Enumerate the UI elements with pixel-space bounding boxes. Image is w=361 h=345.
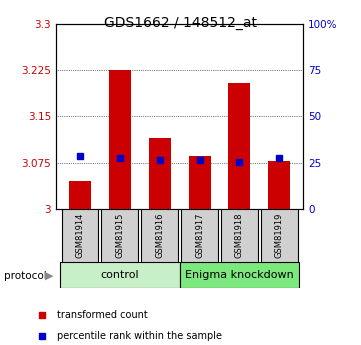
Text: GSM81919: GSM81919 (275, 213, 284, 258)
Bar (268, 161, 290, 209)
Text: GDS1662 / 148512_at: GDS1662 / 148512_at (104, 16, 257, 30)
Bar (60, 262, 180, 288)
Bar (101, 209, 138, 262)
Text: GSM81914: GSM81914 (75, 213, 84, 258)
Bar (180, 262, 299, 288)
Text: GSM81915: GSM81915 (115, 213, 124, 258)
Bar (69, 181, 91, 209)
Bar (181, 209, 218, 262)
Bar (61, 209, 98, 262)
Text: percentile rank within the sample: percentile rank within the sample (57, 331, 222, 341)
Text: ▶: ▶ (44, 271, 53, 281)
Bar (109, 70, 131, 209)
Text: Enigma knockdown: Enigma knockdown (185, 270, 294, 280)
Bar (141, 209, 178, 262)
Bar (188, 156, 210, 209)
Bar (261, 209, 298, 262)
Text: protocol: protocol (4, 271, 46, 281)
Bar (221, 209, 258, 262)
Text: control: control (100, 270, 139, 280)
Bar (149, 138, 171, 209)
Text: transformed count: transformed count (57, 310, 148, 320)
Bar (229, 82, 251, 209)
Text: GSM81917: GSM81917 (195, 213, 204, 258)
Text: GSM81918: GSM81918 (235, 213, 244, 258)
Text: GSM81916: GSM81916 (155, 213, 164, 258)
